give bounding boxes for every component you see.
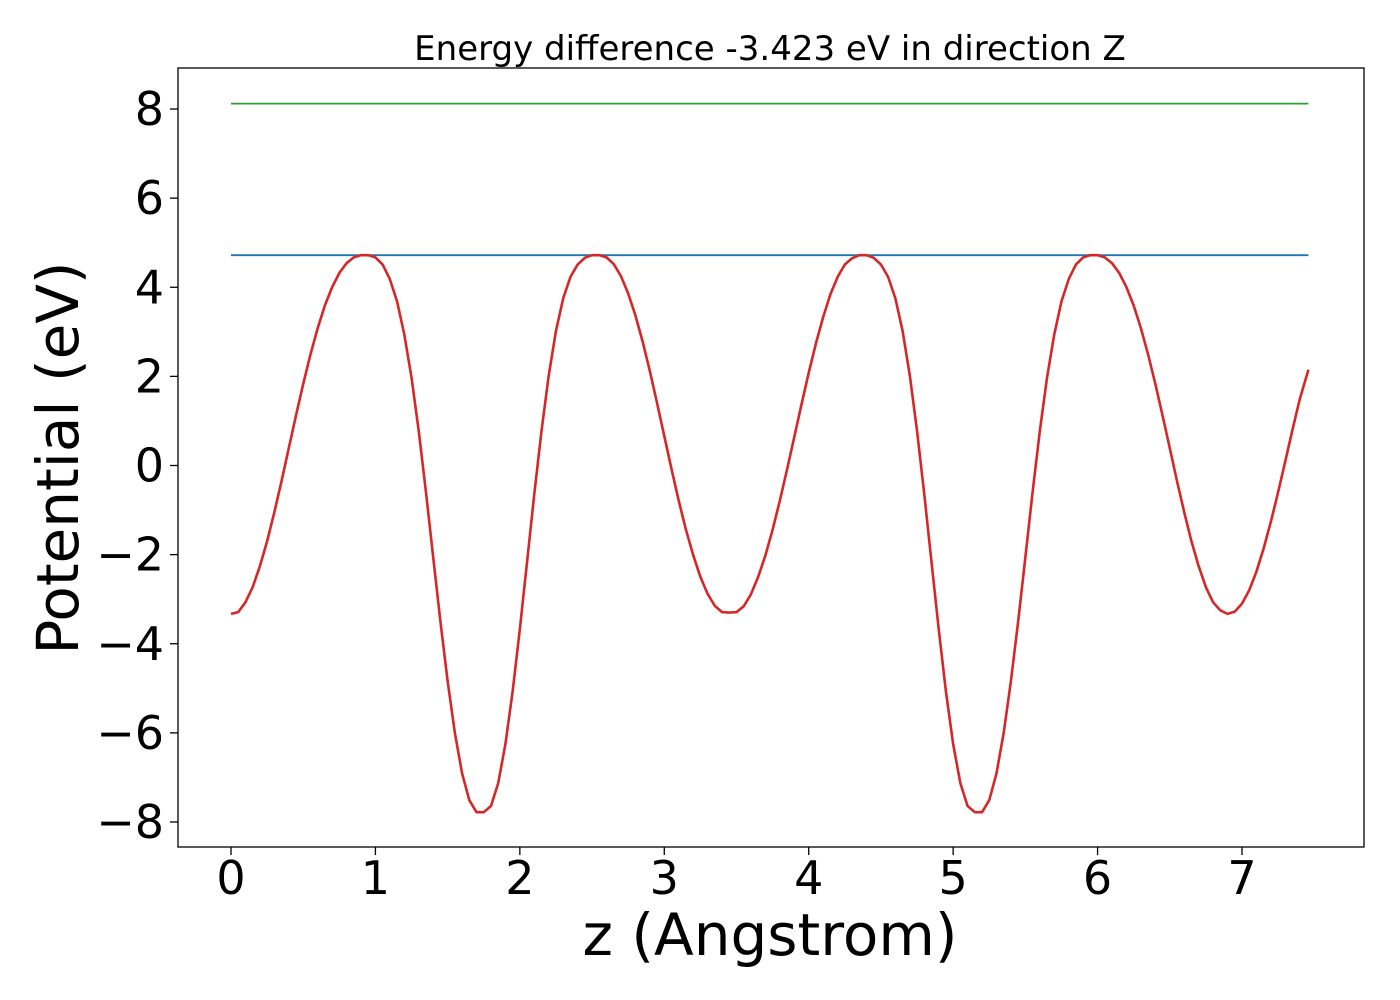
y-tick-label: −8 bbox=[96, 795, 164, 849]
y-tick-label: 6 bbox=[135, 171, 164, 225]
x-tick-label: 7 bbox=[1227, 851, 1256, 905]
y-tick-label: −2 bbox=[96, 528, 164, 582]
series-layer bbox=[230, 102, 1310, 814]
chart-title: Energy difference -3.423 eV in direction… bbox=[414, 29, 1126, 69]
x-axis-label: z (Angstrom) bbox=[583, 901, 958, 969]
x-tick-label: 2 bbox=[505, 851, 534, 905]
y-tick-label: 4 bbox=[135, 260, 164, 314]
plot-frame bbox=[177, 67, 1365, 848]
y-tick-label: 0 bbox=[135, 439, 164, 493]
y-tick-label: 8 bbox=[135, 82, 164, 136]
x-tick-label: 6 bbox=[1083, 851, 1112, 905]
x-tick-label: 1 bbox=[361, 851, 390, 905]
y-tick-label: 2 bbox=[135, 349, 164, 403]
y-axis-ticks: 8 6 4 2 0 −2 −4 −6 −8 bbox=[96, 82, 178, 849]
y-tick-label: −6 bbox=[96, 706, 164, 760]
y-axis-label: Potential (eV) bbox=[24, 261, 92, 654]
series-line-3 bbox=[230, 253, 1310, 814]
x-tick-label: 3 bbox=[650, 851, 679, 905]
x-tick-label: 4 bbox=[794, 851, 823, 905]
y-tick-label: −4 bbox=[96, 617, 164, 671]
x-tick-label: 5 bbox=[939, 851, 968, 905]
x-axis-ticks: 0 1 2 3 4 5 6 7 bbox=[216, 847, 1257, 905]
x-tick-label: 0 bbox=[216, 851, 245, 905]
